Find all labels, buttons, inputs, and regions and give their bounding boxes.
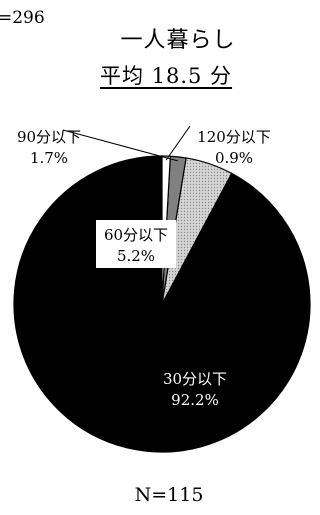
slice-category-label: 90分以下 — [17, 128, 81, 146]
cut-off-label: =296 — [0, 8, 45, 28]
slice-value-label: 5.2% — [117, 247, 155, 265]
slice-label-3: 120分以下 0.9% — [165, 125, 271, 167]
sample-size-label: N=115 — [134, 484, 204, 506]
slice-value-label: 1.7% — [30, 149, 68, 167]
slice-category-label: 60分以下 — [104, 226, 168, 244]
leader-line — [62, 129, 178, 162]
chart-subtitle: 平均 18.5 分 — [99, 64, 233, 88]
chart-title: 一人暮らし — [120, 28, 236, 53]
slice-label-2: 90分以下 1.7% — [17, 128, 178, 167]
slice-label-1: 60分以下 5.2% — [96, 220, 176, 268]
slice-label-background — [96, 220, 176, 268]
slice-category-label: 120分以下 — [197, 128, 271, 146]
slice-category-label: 30分以下 — [163, 370, 227, 388]
slice-label-0: 30分以下 92.2% — [163, 370, 227, 409]
slice-value-label: 92.2% — [171, 391, 219, 409]
leader-line — [165, 125, 191, 161]
slice-value-label: 0.9% — [215, 149, 253, 167]
